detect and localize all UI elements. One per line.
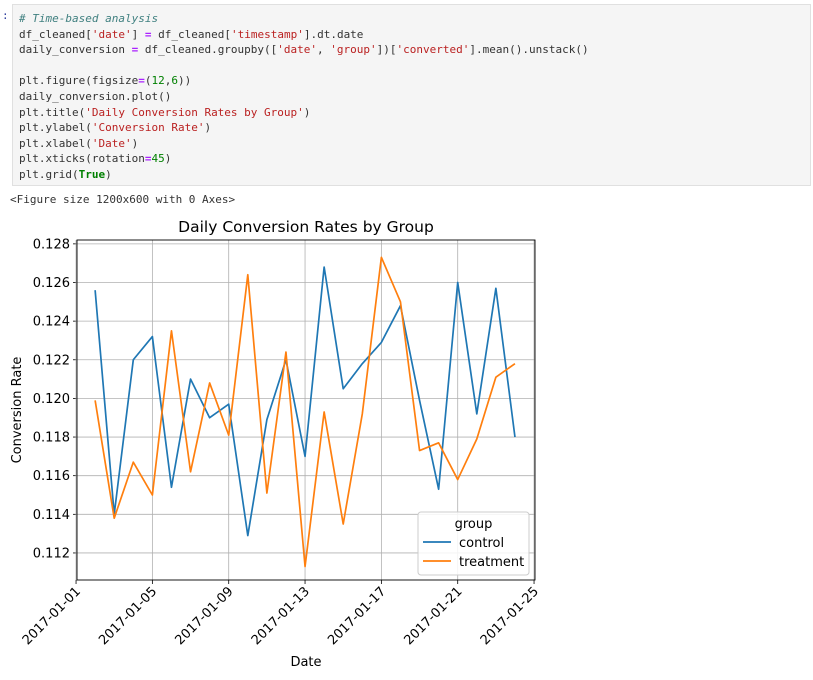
code-token: daily_conversion.plot() <box>19 89 172 103</box>
code-token: = <box>144 152 152 166</box>
code-token: 'group' <box>330 43 377 57</box>
axes-frame <box>76 239 536 581</box>
x-tick-label: 2017-01-25 <box>478 584 542 648</box>
code-cell[interactable]: # Time-based analysis df_cleaned['date']… <box>12 4 811 186</box>
code-token: plt.title( <box>19 105 86 119</box>
code-token: df_cleaned[ <box>151 27 231 41</box>
chart-output: 0.112 0.114 0.116 0.118 0.120 0.122 0.124 0.126… <box>6 208 572 676</box>
x-tick-label: 2017-01-05 <box>96 584 160 648</box>
code-token: plt.xlabel( <box>19 136 92 150</box>
x-axis-label: Date <box>290 655 321 670</box>
series-line-control <box>94 266 516 537</box>
x-tick-label: 2017-01-13 <box>249 584 313 648</box>
code-token: plt.ylabel( <box>19 121 92 135</box>
code-editor[interactable]: # Time-based analysis df_cleaned['date']… <box>13 5 810 183</box>
legend-label-treatment: treatment <box>459 555 524 570</box>
code-token: True <box>78 167 106 181</box>
code-token: plt.xticks(rotation <box>19 152 145 166</box>
chart-title: Daily Conversion Rates by Group <box>178 218 434 236</box>
code-token: = <box>131 43 139 57</box>
x-tick-label: 2017-01-21 <box>402 584 466 648</box>
cell-output-text: <Figure size 1200x600 with 0 Axes> <box>10 193 236 206</box>
y-tick-label: 0.116 <box>33 469 70 484</box>
code-token: 'Daily Conversion Rates by Group' <box>85 105 304 119</box>
legend-box <box>417 511 530 576</box>
code-token: ) <box>164 152 172 166</box>
code-token: plt.grid( <box>19 167 79 181</box>
code-token: , <box>317 43 331 57</box>
code-token: ] <box>131 27 145 41</box>
code-token: 12 <box>151 74 165 88</box>
code-token: 'timestamp' <box>230 27 304 41</box>
code-token: daily_conversion <box>19 43 132 57</box>
code-token: ) <box>131 136 139 150</box>
cell-prompt: : <box>2 9 9 22</box>
code-token: 'date' <box>91 27 132 41</box>
code-token: ) <box>105 167 112 181</box>
code-token: 'converted' <box>396 43 470 57</box>
y-tick-label: 0.114 <box>33 508 70 523</box>
code-token: plt.figure(figsize <box>19 74 139 88</box>
y-tick-label: 0.124 <box>33 315 70 330</box>
code-line: plt.figure(figsize=(12,6)) <box>19 74 191 87</box>
code-token: 'Date' <box>91 136 132 150</box>
code-token: 'Conversion Rate' <box>91 121 205 135</box>
y-axis-label: Conversion Rate <box>10 357 25 464</box>
code-token: ])[ <box>376 43 397 57</box>
y-tick-label: 0.126 <box>33 276 70 291</box>
legend-label-control: control <box>459 536 504 551</box>
code-token: 6 <box>171 74 178 88</box>
legend-title: group <box>455 517 493 532</box>
series-line-treatment <box>94 256 516 568</box>
code-token: )) <box>177 74 192 88</box>
code-token: ].mean().unstack() <box>469 43 589 57</box>
code-token: 45 <box>151 152 165 166</box>
code-line: daily_conversion.plot() <box>19 90 171 103</box>
code-token: , <box>164 74 172 88</box>
code-token: ) <box>204 121 212 135</box>
y-tick-label: 0.128 <box>33 237 70 252</box>
code-token: df_cleaned[ <box>19 27 92 41</box>
code-line: plt.xticks(rotation=45) <box>19 152 171 165</box>
x-tick-label: 2017-01-01 <box>20 584 84 648</box>
code-token: df_cleaned.groupby([ <box>138 43 278 57</box>
code-line: # Time-based analysis <box>19 12 158 25</box>
code-line: plt.title('Daily Conversion Rates by Gro… <box>19 106 310 119</box>
code-token: ].dt.date <box>303 27 364 41</box>
code-token: = <box>144 27 152 41</box>
y-tick-label: 0.120 <box>33 392 70 407</box>
code-line: daily_conversion = df_cleaned.groupby(['… <box>19 43 589 56</box>
y-tick-label: 0.112 <box>33 546 70 561</box>
x-tick-label: 2017-01-09 <box>173 584 237 648</box>
y-tick-label: 0.118 <box>33 431 70 446</box>
code-line: plt.grid(True) <box>19 168 112 181</box>
code-token: = <box>138 74 145 88</box>
y-tick-label: 0.122 <box>33 353 70 368</box>
x-tick-label: 2017-01-17 <box>325 584 389 648</box>
code-token: ) <box>303 105 311 119</box>
code-line: df_cleaned['date'] = df_cleaned['timesta… <box>19 28 363 41</box>
code-line: plt.ylabel('Conversion Rate') <box>19 121 211 134</box>
code-token: ( <box>144 74 152 88</box>
code-token: # Time-based analysis <box>19 12 159 25</box>
line-chart: 0.112 0.114 0.116 0.118 0.120 0.122 0.124 0.126… <box>10 218 542 670</box>
code-token: 'date' <box>277 43 318 57</box>
code-line: plt.xlabel('Date') <box>19 137 138 150</box>
